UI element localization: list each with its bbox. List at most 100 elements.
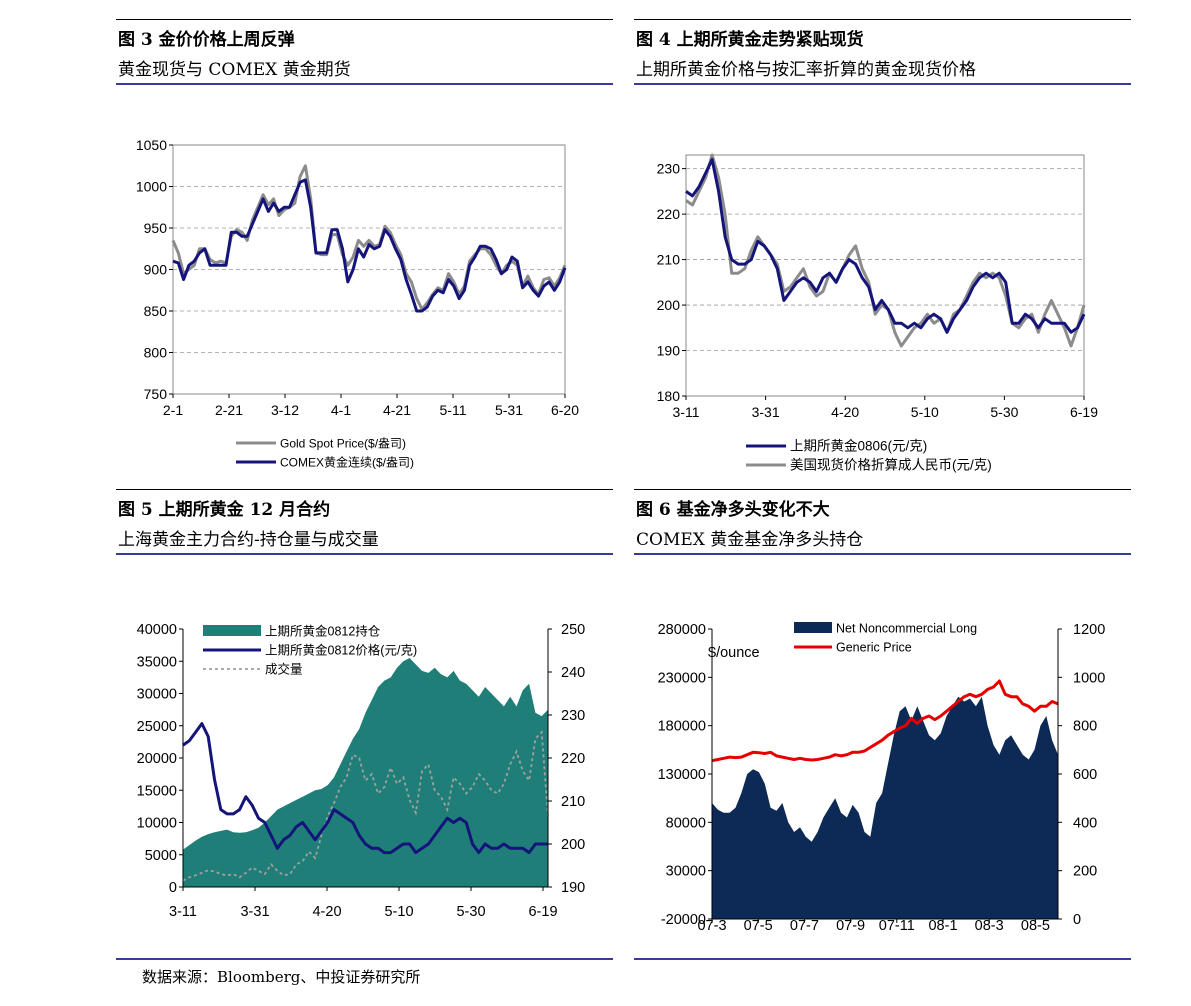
- x-tick-label: 5-10: [911, 404, 939, 420]
- x-tick-label: 3-12: [271, 402, 299, 418]
- header-bottom-rule: [116, 83, 613, 85]
- panel-3-title: 图 5 上期所黄金 12 月合约: [118, 500, 331, 520]
- legend-label: 成交量: [265, 662, 303, 677]
- x-tick-label: 3-31: [752, 404, 780, 420]
- y-tick-label-right: 210: [561, 794, 585, 810]
- header-top-rule: [634, 489, 1131, 490]
- left-axis-label: $/ounce: [708, 645, 760, 661]
- y-tick-label-right: 0: [1073, 912, 1081, 928]
- x-tick-label: 07-9: [836, 918, 865, 934]
- legend-label: 美国现货价格折算成人民币(元/克): [790, 457, 992, 473]
- y-tick-label-left: 30000: [137, 687, 177, 703]
- legend-label: 上期所黄金0806(元/克): [790, 439, 927, 454]
- panel-1-chart: 750 800 850 900 950 1000 1050 2-1 2-21 3-12 4-1 4-2…: [136, 137, 579, 470]
- y-tick-label-left: 130000: [658, 767, 706, 783]
- area-series: [712, 696, 1058, 919]
- legend-swatch: [794, 622, 832, 633]
- x-tick-label: 08-3: [975, 918, 1004, 934]
- y-tick-label: 180: [657, 388, 681, 404]
- y-tick-label-right: 230: [561, 708, 585, 724]
- y-tick-label-left: 230000: [658, 670, 706, 686]
- dashed-series-line: [182, 730, 549, 882]
- y-tick-label: 190: [657, 343, 681, 359]
- series-line: [711, 679, 1059, 763]
- y-tick-label: 850: [144, 303, 168, 319]
- header-bottom-rule: [634, 553, 1131, 555]
- panel-2-chart: 180 190 200 210 220 230 3-11 3-31 4-20 5-10 5-30 6-…: [657, 153, 1098, 473]
- y-tick-label: 1000: [136, 179, 167, 195]
- x-tick-label: 6-20: [551, 402, 579, 418]
- y-tick-label-left: 25000: [137, 719, 177, 735]
- y-tick-label-left: 10000: [137, 816, 177, 832]
- y-tick-label-right: 800: [1073, 719, 1097, 735]
- y-tick-label-right: 220: [561, 751, 585, 767]
- header-top-rule: [116, 489, 613, 490]
- y-tick-label-left: 5000: [145, 848, 177, 864]
- panel-4-subtitle: COMEX 黄金基金净多头持仓: [636, 530, 864, 550]
- x-tick-label: 08-5: [1021, 918, 1050, 934]
- y-tick-label-left: 35000: [137, 654, 177, 670]
- data-source-note: 数据来源：Bloomberg、中投证券研究所: [142, 968, 421, 986]
- y-tick-label: 230: [657, 161, 681, 177]
- panel-3-subtitle: 上海黄金主力合约-持仓量与成交量: [118, 530, 379, 550]
- x-tick-label: 5-30: [456, 904, 485, 920]
- panel-1-title: 图 3 金价价格上周反弹: [118, 30, 295, 50]
- y-tick-label-left: 40000: [137, 622, 177, 638]
- y-tick-label-right: 240: [561, 665, 585, 681]
- panel-2-title: 图 4 上期所黄金走势紧贴现货: [636, 30, 864, 50]
- series-line: [172, 178, 567, 313]
- x-tick-label: 6-19: [1070, 404, 1098, 420]
- x-tick-label: 5-10: [384, 904, 413, 920]
- panel-4-chart: -20000 30000 80000 130000 180000 230000 280000…: [658, 622, 1106, 935]
- x-tick-label: 07-7: [790, 918, 819, 934]
- y-tick-label-right: 600: [1073, 767, 1097, 783]
- series-line: [182, 722, 548, 855]
- y-tick-label: 210: [657, 252, 681, 268]
- y-tick-label: 950: [144, 220, 168, 236]
- y-tick-label-right: 400: [1073, 815, 1097, 831]
- x-tick-label: 5-11: [440, 402, 467, 418]
- x-tick-label: 07-3: [697, 918, 726, 934]
- y-tick-label: 900: [144, 262, 168, 278]
- series-line: [685, 158, 1086, 334]
- x-tick-label: 08-1: [928, 918, 957, 934]
- y-tick-label-left: 0: [169, 880, 177, 896]
- header-bottom-rule: [634, 83, 1131, 85]
- y-tick-label-left: -20000: [661, 912, 706, 928]
- y-tick-label-left: 280000: [658, 622, 706, 638]
- legend-label: Generic Price: [836, 641, 912, 655]
- panel-1-subtitle: 黄金现货与 COMEX 黄金期货: [118, 60, 351, 80]
- y-tick-label-right: 1200: [1073, 622, 1105, 638]
- x-tick-label: 5-31: [495, 402, 523, 418]
- x-tick-label: 3-31: [240, 904, 269, 920]
- y-tick-label-left: 180000: [658, 719, 706, 735]
- y-tick-label: 750: [144, 386, 168, 402]
- x-tick-label: 07-5: [744, 918, 773, 934]
- y-tick-label: 800: [144, 345, 168, 361]
- legend-label: 上期所黄金0812价格(元/克): [265, 643, 417, 658]
- x-tick-label: 6-19: [528, 904, 557, 920]
- x-tick-label: 4-20: [831, 404, 859, 420]
- legend-label: COMEX黄金连续($/盎司): [280, 455, 414, 470]
- header-bottom-rule: [116, 553, 613, 555]
- x-tick-label: 5-30: [990, 404, 1018, 420]
- y-tick-label: 1050: [136, 137, 167, 153]
- y-tick-label-left: 80000: [666, 815, 706, 831]
- x-tick-label: 4-20: [312, 904, 341, 920]
- footer-rule-right: [634, 958, 1131, 960]
- y-tick-label: 200: [657, 297, 681, 313]
- panel-3-chart: 0 5000 10000 15000 20000 25000 30000 35000 40000…: [137, 622, 586, 920]
- legend-swatch: [203, 625, 261, 636]
- y-tick-label-left: 20000: [137, 751, 177, 767]
- y-tick-label-left: 30000: [666, 864, 706, 880]
- y-tick-label-right: 1000: [1073, 670, 1105, 686]
- header-top-rule: [634, 19, 1131, 20]
- legend-label: 上期所黄金0812持仓: [265, 624, 381, 639]
- x-tick-label: 3-11: [169, 904, 197, 920]
- y-tick-label-left: 15000: [137, 783, 177, 799]
- y-tick-label: 220: [657, 206, 681, 222]
- y-tick-label-right: 200: [561, 837, 585, 853]
- header-top-rule: [116, 19, 613, 20]
- legend-label: Gold Spot Price($/盎司): [280, 437, 406, 451]
- panel-4-title: 图 6 基金净多头变化不大: [636, 500, 830, 520]
